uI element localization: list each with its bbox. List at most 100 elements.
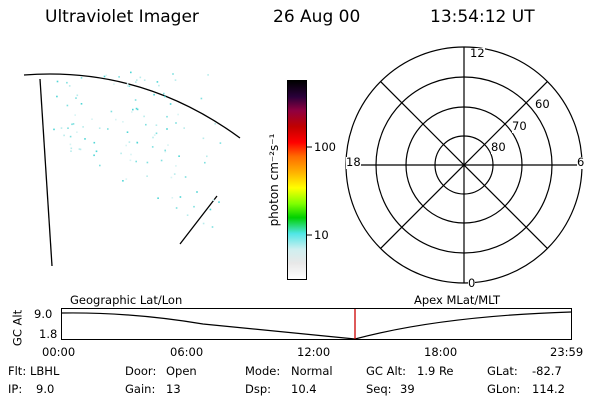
emission-speckle [105,74,108,77]
emission-speckle [186,214,189,216]
emission-speckle [84,138,86,140]
terminator-line [179,195,218,245]
emission-speckle [71,123,73,126]
emission-speckles [53,71,222,228]
emission-speckle [171,197,174,199]
emission-speckle [211,226,214,228]
emission-speckle [136,79,138,81]
emission-speckle [158,84,160,87]
emission-speckle [70,150,72,152]
emission-speckle [130,71,132,74]
emission-speckle [63,134,65,137]
color-scale-ticks [307,146,312,236]
emission-speckle [99,164,101,167]
filter-key: Flt: [8,364,27,378]
emission-speckle [127,84,129,87]
emission-speckle [202,222,205,225]
emission-speckle [212,199,215,201]
emission-speckle [174,79,177,81]
emission-speckle [98,127,101,129]
emission-speckle [56,80,59,83]
polar-mlt-plot [345,46,583,284]
emission-speckle [206,155,208,158]
emission-speckle [202,137,205,140]
seq-value: 39 [400,382,415,396]
emission-speckle [177,113,179,116]
altitude-curve [61,311,572,340]
emission-speckle [80,103,83,105]
filter-value: LBHL [30,364,60,378]
dsp-key: Dsp: [245,382,272,396]
emission-speckle [204,161,206,164]
emission-speckle [164,95,166,98]
colorbar-tick-10: 10 [314,228,329,242]
lat-label-70: 70 [512,119,527,133]
emission-speckle [78,148,81,150]
emission-speckle [166,115,168,118]
seq-key: Seq: [366,382,392,396]
emission-speckle [153,93,155,96]
geographic-image-panel [23,71,241,267]
door-value: Open [166,364,197,378]
emission-speckle [74,114,76,116]
ip-value: 9.0 [36,382,55,396]
glat-key: GLat: [487,364,518,378]
emission-speckle [107,128,109,130]
timeline-axis-label: GC Alt [10,309,25,347]
mlt-label-6: 6 [577,155,585,169]
emission-speckle [143,115,145,118]
emission-speckle [67,127,69,129]
mode-value: Normal [291,364,333,378]
emission-speckle [155,132,158,135]
timeline-left-title: Geographic Lat/Lon [70,293,183,307]
emission-speckle [143,79,146,81]
gain-key: Gain: [125,382,156,396]
emission-speckle [136,108,139,111]
emission-speckle [60,127,63,129]
timeline-xtick-1200: 12:00 [297,345,331,359]
emission-speckle [118,76,120,78]
emission-speckle [56,95,58,98]
emission-speckle [166,128,168,130]
colorbar-tick-100: 100 [314,140,336,154]
limb-arc-top [23,73,241,139]
mlt-label-18: 18 [346,155,361,169]
lat-label-60: 60 [535,97,550,111]
emission-speckle [157,197,159,199]
emission-speckle [160,159,163,162]
emission-speckle [167,144,169,146]
mlt-label-0: 0 [468,276,476,290]
emission-speckle [163,92,165,95]
emission-speckle [76,131,78,133]
emission-speckle [122,121,124,123]
emission-speckle [131,111,133,113]
mlt-label-12: 12 [470,46,485,60]
emission-speckle [193,205,195,208]
instrument-title: Ultraviolet Imager [45,7,199,27]
emission-speckle [125,178,128,180]
emission-speckle [155,124,158,126]
emission-speckle [95,150,98,153]
emission-speckle [184,176,187,178]
timeline-ytick-1-8: 1.8 [39,327,58,341]
emission-speckle [175,207,178,209]
emission-speckle [164,149,166,152]
emission-speckle [209,208,212,211]
emission-speckle [218,201,220,203]
emission-speckle [169,103,172,105]
color-scale-bar [287,80,307,280]
ip-key: IP: [8,382,23,396]
emission-speckle [151,146,154,148]
emission-speckle [68,85,71,87]
emission-speckle [214,123,216,125]
emission-speckle [122,180,124,182]
emission-speckle [139,76,142,79]
timeline-xtick-0000: 00:00 [42,345,76,359]
emission-speckle [120,152,122,155]
emission-speckle [91,118,93,120]
emission-speckle [170,176,173,179]
emission-speckle [75,97,77,99]
emission-speckle [126,131,129,133]
emission-speckle [125,144,127,147]
emission-speckle [93,141,96,144]
